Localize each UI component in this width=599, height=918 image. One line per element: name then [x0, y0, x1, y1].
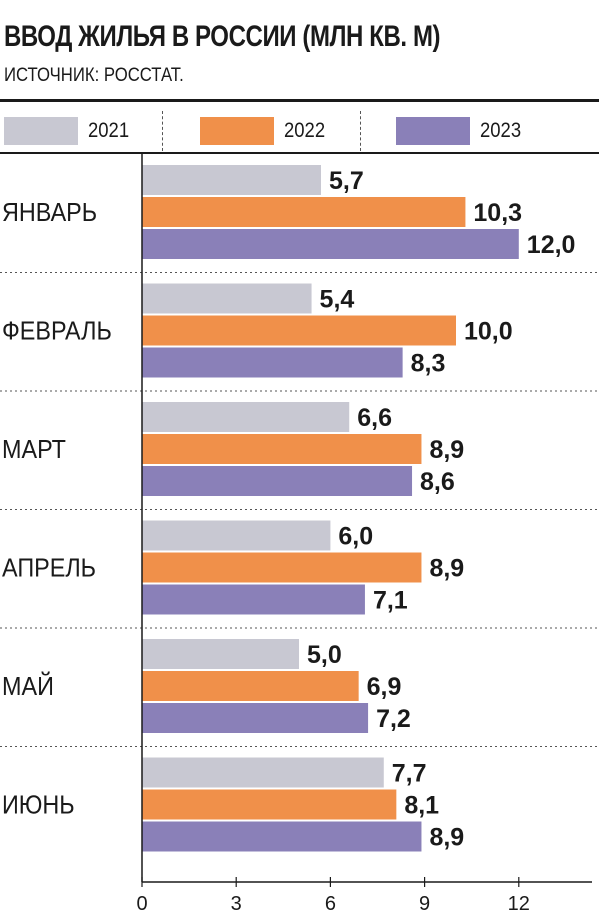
data-label: 6,6: [357, 404, 392, 432]
bar: [142, 283, 312, 314]
category-label: ЯНВАРЬ: [2, 199, 97, 227]
bar: [142, 434, 422, 464]
bar: [142, 229, 519, 259]
bar: [142, 789, 397, 820]
bar: [142, 466, 413, 496]
bar: [142, 757, 384, 788]
header-rule: [0, 99, 599, 102]
bar: [142, 520, 331, 551]
x-tick-label: 6: [325, 893, 336, 915]
data-label: 5,7: [329, 167, 364, 195]
data-label: 8,9: [429, 555, 464, 583]
data-label: 6,9: [367, 673, 402, 701]
bar: [142, 197, 466, 227]
data-label: 10,0: [464, 318, 513, 346]
bar: [142, 552, 422, 583]
data-label: 7,2: [376, 705, 411, 733]
bar: [142, 165, 321, 195]
category-label: МАРТ: [2, 436, 66, 464]
category-label: ИЮНЬ: [2, 791, 75, 819]
bar: [142, 671, 359, 701]
legend: 2021 2022 2023: [0, 103, 599, 151]
data-label: 8,9: [429, 824, 464, 852]
legend-label-2021: 2021: [88, 119, 130, 142]
bar: [142, 821, 422, 852]
legend-swatch-2022: [200, 117, 274, 145]
data-label: 10,3: [473, 199, 522, 227]
legend-label-2023: 2023: [480, 119, 522, 142]
chart-subtitle: ИСТОЧНИК: РОССТАТ.: [4, 65, 184, 86]
x-tick-label: 3: [231, 893, 242, 915]
legend-label-2022: 2022: [284, 119, 326, 142]
bar: [142, 639, 299, 669]
data-label: 8,1: [404, 792, 439, 820]
category-label: АПРЕЛЬ: [2, 554, 96, 582]
data-label: 7,7: [392, 760, 427, 788]
bar: [142, 584, 365, 615]
x-tick-label: 0: [136, 893, 147, 915]
legend-swatch-2023: [396, 117, 470, 145]
data-label: 5,4: [320, 286, 355, 314]
data-label: 12,0: [527, 231, 576, 259]
x-tick-label: 12: [508, 893, 530, 915]
bar: [142, 402, 350, 432]
data-label: 7,1: [373, 587, 408, 615]
legend-rule: [0, 152, 599, 154]
data-label: 8,9: [429, 436, 464, 464]
data-label: 5,0: [307, 641, 342, 669]
legend-separator: [162, 111, 163, 151]
legend-separator: [360, 111, 361, 151]
category-label: ФЕВРАЛЬ: [2, 317, 112, 345]
data-label: 8,6: [420, 468, 455, 496]
data-label: 6,0: [338, 523, 373, 551]
x-tick-label: 9: [419, 893, 430, 915]
bar: [142, 347, 403, 378]
data-label: 8,3: [411, 350, 446, 378]
bar: [142, 315, 456, 346]
legend-swatch-2021: [4, 117, 78, 145]
bar: [142, 703, 369, 733]
category-label: МАЙ: [2, 672, 54, 701]
chart-title: ВВОД ЖИЛЬЯ В РОССИИ (МЛН КВ. М): [4, 20, 441, 53]
